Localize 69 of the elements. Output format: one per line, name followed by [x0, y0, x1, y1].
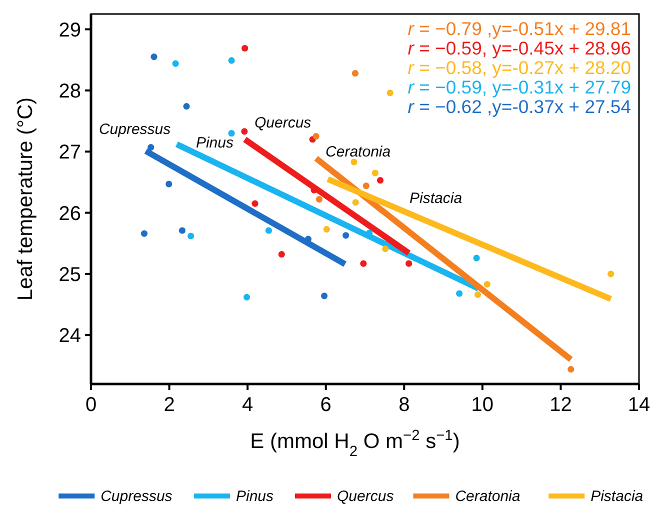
- point: [166, 180, 172, 188]
- legend-label: Quercus: [337, 488, 394, 505]
- point: [568, 366, 574, 373]
- point: [304, 236, 312, 242]
- point: [352, 70, 359, 77]
- x-tick-label: 4: [242, 394, 254, 416]
- point: [376, 177, 384, 184]
- x-tick-label: 10: [471, 394, 494, 416]
- point: [188, 232, 194, 240]
- annotation: Pinus: [196, 134, 234, 152]
- point: [228, 57, 235, 64]
- y-tick-label: 29: [58, 19, 81, 42]
- y-tick-label: 26: [58, 202, 81, 225]
- x-tick-label: 8: [398, 394, 410, 416]
- y-tick-label: 27: [58, 142, 81, 164]
- point: [252, 200, 258, 207]
- point: [350, 158, 358, 166]
- point: [278, 251, 285, 258]
- annotation: Cupressus: [98, 120, 172, 138]
- point: [382, 246, 389, 252]
- point: [360, 260, 367, 267]
- annotation: r = −0.79 ,y=-0.51x + 29.81: [408, 18, 631, 39]
- legend-label: Pistacia: [590, 488, 644, 505]
- point: [406, 260, 412, 267]
- point: [372, 170, 378, 176]
- x-tick-label: 6: [320, 394, 332, 416]
- annotation: r = −0.59, y=-0.31x + 27.79: [408, 76, 631, 98]
- point: [242, 44, 248, 52]
- point: [608, 270, 614, 278]
- point: [178, 227, 186, 234]
- point: [473, 254, 480, 262]
- point: [386, 90, 394, 96]
- annotation: r = −0.58, y=-0.27x + 28.20: [408, 57, 631, 78]
- point: [183, 103, 190, 110]
- annotation: r = −0.62 ,y=-0.37x + 27.54: [408, 96, 631, 117]
- point: [140, 230, 148, 237]
- point: [150, 54, 158, 60]
- point: [228, 130, 235, 137]
- x-axis-title: E (mmol H$_{2}$ O m$^{−2}$ s$^{−1}$): [250, 428, 460, 460]
- x-tick-label: 0: [85, 394, 97, 416]
- point: [362, 182, 370, 190]
- point: [323, 226, 330, 233]
- point: [148, 144, 154, 151]
- legend-label: Pinus: [236, 488, 274, 505]
- y-tick-label: 28: [58, 80, 81, 102]
- annotation: Ceratonia: [326, 143, 391, 160]
- legend-label: Ceratonia: [455, 488, 520, 505]
- point: [456, 290, 463, 297]
- x-tick-label: 2: [164, 394, 175, 416]
- point: [172, 60, 179, 67]
- y-axis-title: Leaf temperature (°C): [14, 97, 37, 301]
- point: [241, 128, 248, 135]
- x-tick-label: 12: [550, 394, 572, 416]
- point: [316, 196, 323, 203]
- point: [352, 199, 359, 206]
- legend-label: Cupressus: [100, 488, 173, 505]
- point: [474, 291, 482, 298]
- y-tick-label: 24: [58, 325, 81, 348]
- annotation: r = −0.59, y=-0.45x + 28.96: [408, 38, 631, 58]
- annotation: Quercus: [254, 114, 312, 132]
- x-tick-label: 14: [628, 394, 650, 416]
- annotation: Pistacia: [410, 190, 462, 208]
- point: [312, 133, 320, 140]
- y-tick-label: 25: [58, 264, 81, 286]
- point: [484, 281, 490, 288]
- point: [243, 294, 250, 300]
- point: [265, 227, 272, 234]
- point: [342, 232, 350, 239]
- point: [320, 292, 328, 300]
